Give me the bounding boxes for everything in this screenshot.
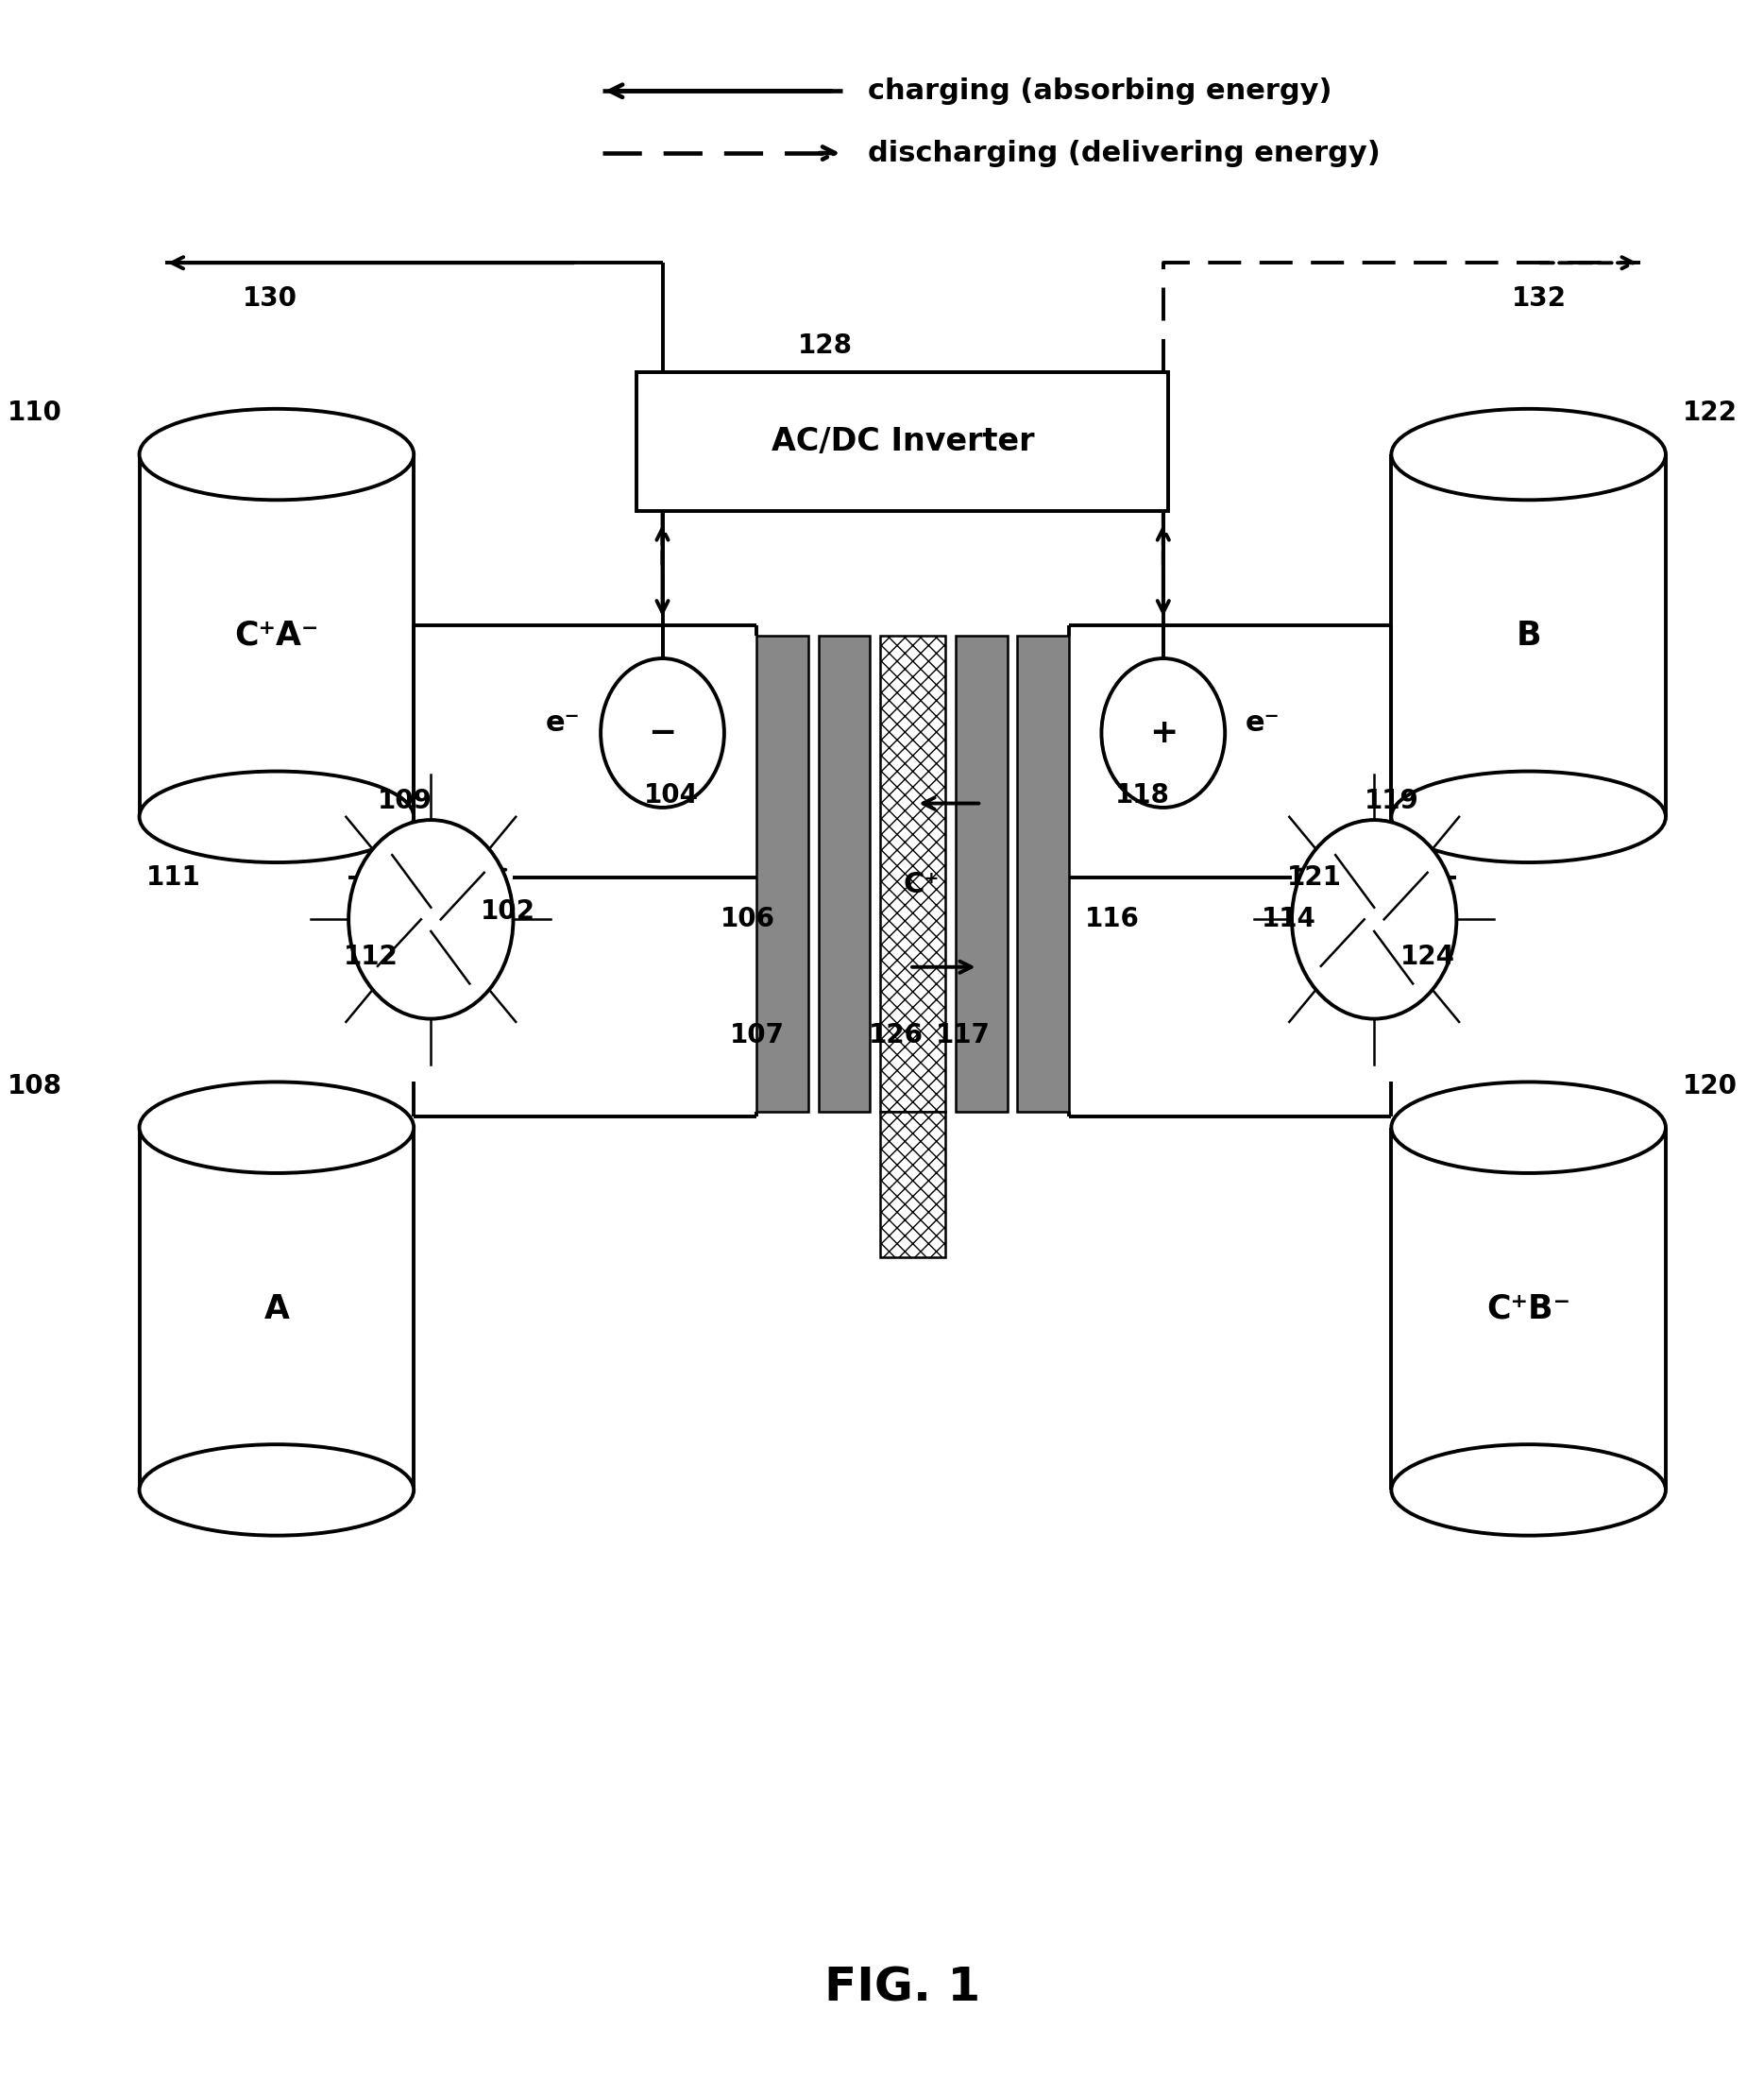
Circle shape [1291, 819, 1457, 1019]
Bar [1018, 636, 1069, 1112]
Text: 119: 119 [1364, 788, 1418, 815]
Text: 126: 126 [868, 1023, 923, 1048]
Text: 108: 108 [7, 1073, 62, 1100]
Text: 111: 111 [146, 865, 201, 892]
Text: 109: 109 [377, 788, 432, 815]
Text: 120: 120 [1683, 1073, 1738, 1100]
Text: 124: 124 [1401, 944, 1455, 971]
Text: 102: 102 [482, 898, 536, 925]
Ellipse shape [1392, 1081, 1665, 1173]
Text: 116: 116 [1085, 906, 1140, 933]
Text: 107: 107 [729, 1023, 785, 1048]
Text: 132: 132 [1512, 285, 1566, 312]
Text: C⁺: C⁺ [903, 871, 940, 898]
Bar [956, 636, 1007, 1112]
Text: e⁻: e⁻ [545, 709, 580, 736]
Text: AC/DC Inverter: AC/DC Inverter [771, 426, 1034, 457]
Text: 122: 122 [1683, 399, 1738, 426]
Ellipse shape [139, 1445, 415, 1536]
Ellipse shape [139, 771, 415, 863]
Bar [1392, 455, 1665, 817]
Ellipse shape [139, 410, 415, 499]
Bar [757, 636, 808, 1112]
Bar [818, 636, 870, 1112]
Text: A: A [265, 1293, 289, 1324]
Text: 104: 104 [644, 782, 699, 809]
Text: 121: 121 [1286, 865, 1341, 892]
Bar [1392, 1127, 1665, 1491]
Bar [637, 372, 1168, 511]
Bar [139, 455, 415, 817]
Bar [139, 1127, 415, 1491]
Text: discharging (delivering energy): discharging (delivering energy) [868, 139, 1381, 166]
Circle shape [349, 819, 513, 1019]
Text: 117: 117 [935, 1023, 990, 1048]
Text: charging (absorbing energy): charging (absorbing energy) [868, 77, 1332, 104]
Ellipse shape [1392, 410, 1665, 499]
Text: 128: 128 [797, 333, 852, 360]
Text: C⁺A⁻: C⁺A⁻ [235, 620, 319, 651]
Ellipse shape [1392, 771, 1665, 863]
Text: 110: 110 [7, 399, 62, 426]
Text: −: − [647, 717, 677, 748]
Text: FIG. 1: FIG. 1 [824, 1965, 981, 2010]
Ellipse shape [1392, 1445, 1665, 1536]
Text: 130: 130 [242, 285, 296, 312]
Text: 106: 106 [721, 906, 776, 933]
Text: 112: 112 [344, 944, 399, 971]
Text: 114: 114 [1261, 906, 1316, 933]
Text: e⁻: e⁻ [1245, 709, 1281, 736]
Circle shape [1101, 659, 1224, 807]
Text: 118: 118 [1115, 782, 1170, 809]
Bar [880, 1112, 946, 1258]
Text: +: + [1148, 717, 1178, 748]
Circle shape [602, 659, 725, 807]
Text: C⁺B⁻: C⁺B⁻ [1487, 1293, 1570, 1324]
Text: B: B [1515, 620, 1542, 651]
Ellipse shape [139, 1081, 415, 1173]
Bar [880, 636, 946, 1112]
